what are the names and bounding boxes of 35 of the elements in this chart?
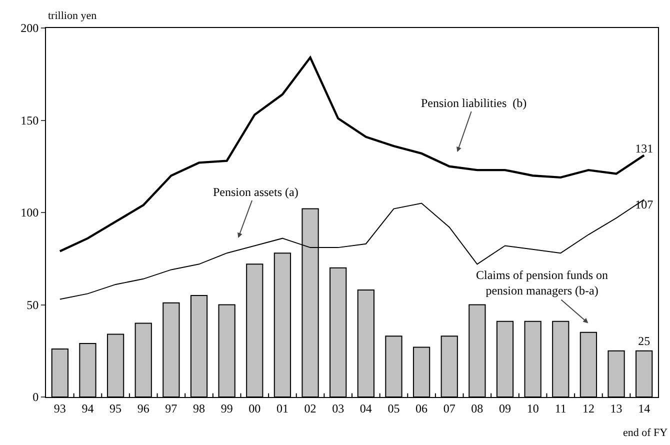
- y-tick-label: 150: [20, 113, 39, 128]
- x-tick-label: 99: [220, 401, 233, 416]
- y-tick-label: 0: [32, 390, 39, 404]
- x-tick-label: 11: [554, 401, 566, 416]
- x-axis-title: end of FY: [623, 427, 668, 439]
- annotation: Pension liabilities (b): [421, 96, 527, 110]
- x-tick-label: 12: [582, 401, 594, 416]
- x-tick-label: 08: [471, 401, 484, 416]
- x-tick-label: 03: [332, 401, 344, 416]
- x-tick-label: 10: [526, 401, 539, 416]
- y-tick-label: 200: [20, 21, 39, 36]
- data-label: 131: [635, 141, 654, 156]
- y-axis-title: trillion yen: [48, 10, 98, 22]
- x-tick-label: 14: [638, 401, 650, 416]
- x-tick-label: 04: [360, 401, 372, 416]
- annotation: Pension assets (a): [213, 185, 298, 199]
- x-tick-label: 00: [248, 401, 261, 416]
- y-tick-label: 50: [26, 298, 39, 312]
- x-tick-label: 02: [304, 401, 316, 416]
- data-label: 25: [638, 334, 650, 348]
- x-tick-label: 13: [610, 401, 622, 416]
- x-tick-label: 97: [165, 401, 178, 416]
- x-tick-label: 05: [388, 401, 400, 416]
- x-tick-label: 07: [443, 401, 456, 416]
- annotation: Claims of pension funds on pension managers (b-a): [476, 268, 608, 298]
- x-tick-label: 94: [82, 401, 94, 416]
- x-tick-label: 95: [110, 401, 122, 416]
- x-tick-label: 96: [137, 401, 150, 416]
- x-tick-label: 09: [499, 401, 511, 416]
- x-tick-label: 98: [193, 401, 205, 416]
- x-tick-label: 93: [54, 401, 66, 416]
- data-label: 107: [635, 198, 654, 212]
- y-tick-label: 100: [20, 206, 39, 220]
- x-tick-label: 01: [276, 401, 288, 416]
- x-tick-label: 06: [416, 401, 428, 416]
